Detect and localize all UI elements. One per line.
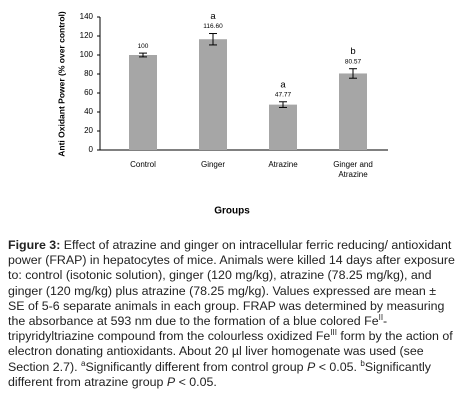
significance-letter: b — [350, 46, 355, 57]
y-tick-label: 20 — [84, 126, 93, 135]
bar — [339, 73, 367, 150]
caption-text: Significantly different from control gro… — [85, 359, 308, 374]
caption: Figure 3: Effect of atrazine and ginger … — [8, 238, 456, 390]
y-tick-label: 40 — [84, 107, 93, 116]
value-label: 47.77 — [275, 91, 292, 98]
significance-letter: a — [210, 11, 216, 22]
caption-text: -tripyridyltriazine compound from the co… — [8, 314, 388, 344]
bar — [129, 55, 157, 150]
value-label: 100 — [138, 43, 149, 50]
caption-text: P — [307, 359, 316, 374]
caption-text: < 0.05. — [315, 359, 361, 374]
bar — [199, 39, 227, 151]
y-tick-label: 60 — [84, 88, 93, 97]
x-tick-label: Ginger — [201, 160, 225, 169]
bar — [269, 104, 297, 150]
x-axis-label: Groups — [214, 206, 250, 217]
y-tick-label: 100 — [80, 50, 94, 59]
caption-text: II — [378, 312, 384, 322]
x-tick-label: Ginger and Atrazine — [333, 160, 373, 179]
y-tick-label: 120 — [80, 31, 94, 40]
y-tick-label: 80 — [84, 69, 93, 78]
caption-text: III — [330, 328, 337, 338]
caption-text: Effect of atrazine and ginger on intrace… — [8, 238, 455, 329]
x-tick-label: Atrazine — [268, 160, 298, 169]
caption-text: a — [81, 358, 86, 368]
caption-text: form by the action of electron donating … — [8, 329, 453, 374]
y-axis-label: Anti Oxidant Power (% over control) — [56, 11, 66, 157]
significance-letter: a — [280, 79, 286, 90]
value-label: 116.60 — [203, 23, 223, 30]
y-tick-label: 0 — [89, 145, 94, 154]
caption-text: Significantly different from atrazine gr… — [8, 359, 431, 389]
chart: Anti Oxidant Power (% over control) Grou… — [56, 11, 388, 217]
caption-label: Figure 3: — [8, 238, 61, 252]
y-tick-label: 140 — [80, 12, 94, 21]
caption-text: b — [360, 358, 365, 368]
value-label: 80.57 — [345, 58, 362, 65]
x-tick-label: Control — [130, 160, 156, 169]
caption-text: P — [166, 374, 176, 389]
caption-text: < 0.05. — [175, 374, 217, 389]
